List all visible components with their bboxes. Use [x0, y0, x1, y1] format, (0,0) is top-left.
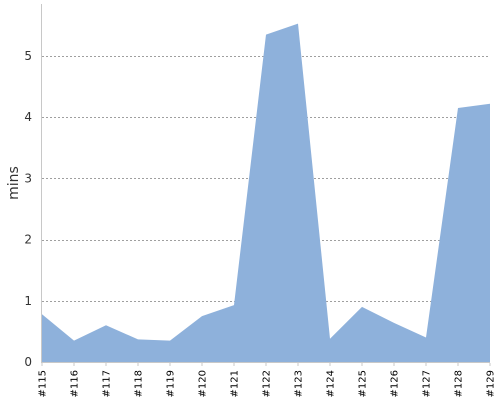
x-tick-label: #120	[198, 370, 209, 397]
x-tick-label: #118	[134, 370, 145, 397]
x-tick-label: #129	[486, 370, 497, 397]
x-tick-label: #115	[38, 370, 49, 397]
y-tick-label: 1	[24, 294, 32, 308]
x-tick-label: #125	[358, 370, 369, 397]
x-tick-label: #122	[262, 370, 273, 397]
y-axis-label: mins	[6, 166, 22, 200]
x-tick-label: #128	[454, 370, 465, 397]
x-tick-label: #124	[326, 370, 337, 397]
y-tick-label: 5	[24, 49, 32, 63]
y-tick-label: 4	[24, 110, 32, 124]
x-tick-label: #123	[294, 370, 305, 397]
y-tick-label: 2	[24, 233, 32, 247]
area-series	[42, 24, 490, 362]
x-tick-label: #116	[70, 370, 81, 397]
x-tick-label: #117	[102, 370, 113, 397]
x-tick-labels: #115 #116 #117 #118 #119 #120 #121 #122 #123 #124…	[38, 370, 497, 397]
x-tick-label: #121	[230, 370, 241, 397]
y-tick-label: 3	[24, 171, 32, 185]
y-tick-labels: 0 1 2 3 4 5	[24, 49, 32, 369]
x-tick-label: #126	[390, 370, 401, 397]
y-tick-label: 0	[24, 355, 32, 369]
x-tick-label: #119	[166, 370, 177, 397]
area-fill	[42, 24, 490, 362]
x-tick-label: #127	[422, 370, 433, 397]
